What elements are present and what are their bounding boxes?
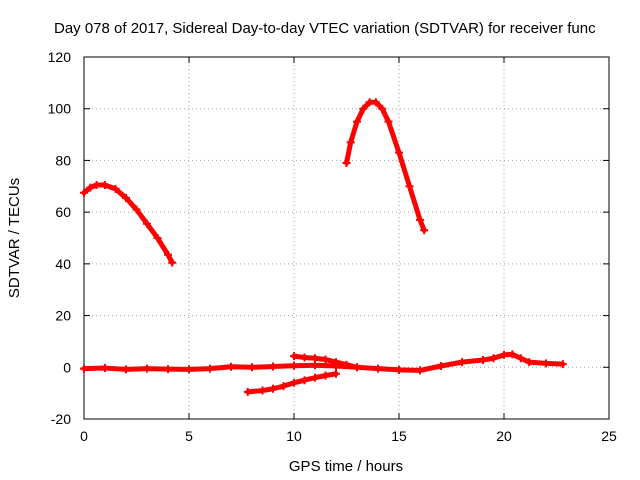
data-point <box>311 354 319 363</box>
x-tick-label: 25 <box>601 428 617 444</box>
data-point <box>416 366 424 375</box>
data-point <box>353 117 361 126</box>
data-point <box>489 354 498 363</box>
y-tick-label: 40 <box>55 256 71 272</box>
series-line <box>81 182 175 266</box>
y-tick-label: 120 <box>48 49 72 65</box>
data-point <box>321 371 330 380</box>
y-tick-label: 80 <box>55 152 71 168</box>
y-tick-label: 60 <box>55 204 71 220</box>
grid-layer <box>84 57 609 419</box>
data-point <box>416 215 424 224</box>
data-point <box>558 360 567 369</box>
x-tick-label: 0 <box>80 428 88 444</box>
data-point <box>248 363 256 372</box>
x-tick-label: 15 <box>391 428 407 444</box>
data-point <box>143 364 151 373</box>
data-point <box>437 361 445 370</box>
data-point <box>332 369 340 378</box>
data-point <box>80 364 88 373</box>
data-point <box>80 188 88 197</box>
data-point <box>311 373 319 382</box>
data-point <box>122 193 130 202</box>
chart-title: Day 078 of 2017, Sidereal Day-to-day VTE… <box>54 20 596 37</box>
data-point <box>371 98 380 107</box>
data-point <box>185 365 193 374</box>
data-point <box>206 364 214 373</box>
series-line <box>344 99 427 233</box>
data-point <box>164 250 172 259</box>
data-layer <box>80 98 567 396</box>
x-axis-label: GPS time / hours <box>289 458 403 475</box>
data-point <box>279 382 288 391</box>
data-point <box>101 180 109 189</box>
data-point <box>269 384 277 393</box>
data-point <box>332 358 340 367</box>
data-point <box>269 362 277 371</box>
data-point <box>101 364 109 373</box>
data-point <box>458 358 466 367</box>
data-point <box>122 365 130 374</box>
data-point <box>405 182 414 191</box>
data-point <box>258 386 267 395</box>
data-point <box>516 354 525 363</box>
plot-frame <box>83 56 610 420</box>
data-point <box>542 359 550 368</box>
data-point <box>378 104 387 113</box>
data-point <box>384 117 393 126</box>
data-point <box>300 376 309 385</box>
y-tick-label: 100 <box>48 101 72 117</box>
data-point <box>321 355 330 364</box>
data-point <box>342 159 351 168</box>
data-point <box>92 180 101 189</box>
y-tick-label: 20 <box>55 308 71 324</box>
data-point <box>164 365 172 374</box>
data-point <box>290 378 298 387</box>
data-point <box>374 364 382 373</box>
data-point <box>353 363 361 372</box>
data-point <box>508 350 517 359</box>
data-point <box>132 205 141 214</box>
data-point <box>395 148 403 157</box>
data-point <box>395 365 403 374</box>
data-point <box>153 234 162 242</box>
data-point <box>311 361 319 370</box>
data-point <box>359 104 368 113</box>
data-point <box>300 353 309 362</box>
data-point <box>420 226 429 235</box>
data-point <box>168 258 177 267</box>
data-point <box>500 350 508 359</box>
data-point <box>342 360 351 369</box>
ticks-layer: 0 5 10 15 20 25 -20 0 20 40 60 80 100 120 <box>48 49 617 444</box>
data-point <box>111 184 120 193</box>
data-point <box>346 138 355 147</box>
data-point <box>243 387 252 396</box>
x-tick-label: 5 <box>185 428 193 444</box>
data-point <box>227 362 235 371</box>
data-point <box>290 352 298 361</box>
data-point <box>290 361 298 370</box>
data-point <box>479 356 487 365</box>
y-tick-label: 0 <box>63 359 71 375</box>
y-tick-label: -20 <box>51 411 71 427</box>
x-tick-label: 10 <box>286 428 302 444</box>
y-axis-label: SDTVAR / TECUs <box>6 178 23 298</box>
data-point <box>143 219 151 228</box>
data-point <box>86 183 95 192</box>
x-tick-label: 20 <box>496 428 512 444</box>
data-point <box>525 358 534 367</box>
